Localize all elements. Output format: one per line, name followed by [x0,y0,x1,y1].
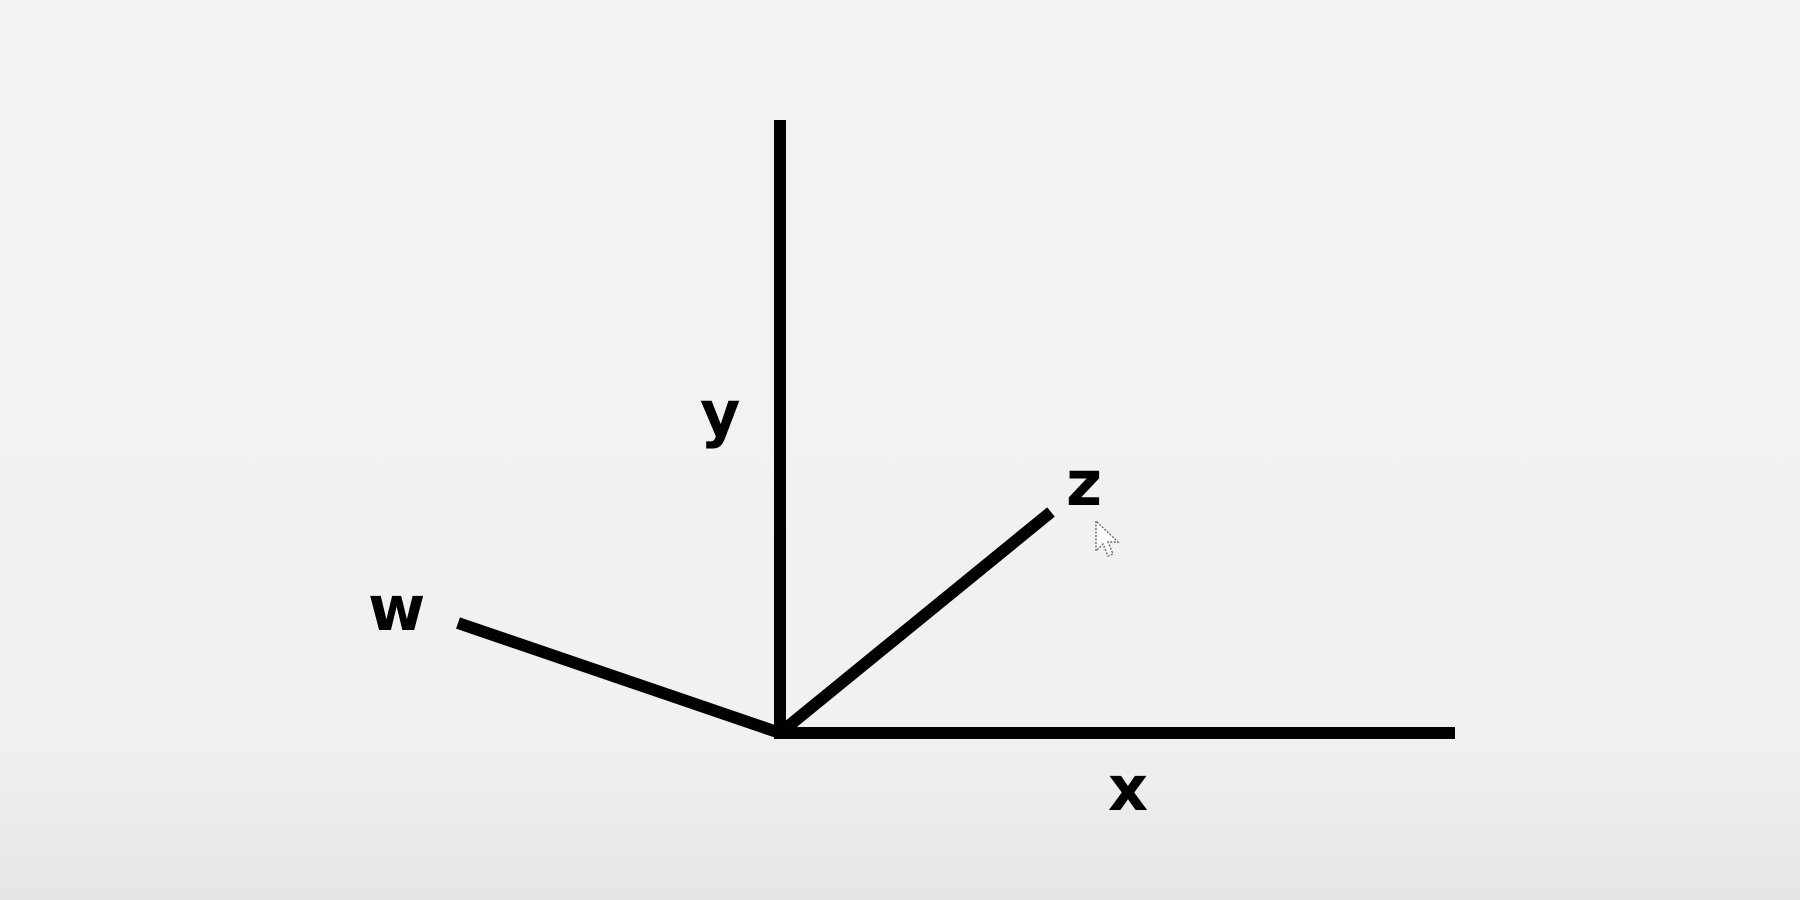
w-axis-line [456,617,782,739]
y-axis-label: y [700,377,740,450]
z-axis-line [776,507,1055,738]
z-axis-label: z [1066,447,1102,520]
x-axis-label: x [1108,752,1148,825]
mouse-pointer-icon [1095,519,1120,557]
w-axis-label: w [368,572,425,645]
